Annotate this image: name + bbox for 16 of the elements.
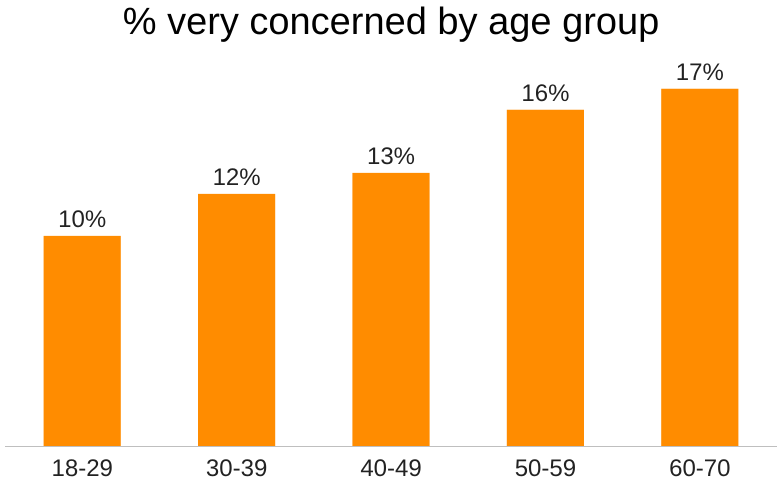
chart-title: % very concerned by age group [122, 1, 660, 44]
bar [198, 194, 276, 446]
data-label: 13% [366, 142, 416, 170]
x-tick-label: 18-29 [52, 454, 113, 482]
data-label: 17% [676, 58, 724, 86]
data-label: 12% [212, 164, 261, 191]
bar [506, 110, 584, 446]
bar [352, 172, 430, 446]
x-tick-label: 60-70 [669, 454, 730, 482]
bar [44, 236, 121, 446]
bar [661, 88, 738, 446]
x-tick-label: 40-49 [360, 454, 422, 482]
data-label: 16% [521, 80, 570, 107]
data-label: 10% [58, 206, 106, 233]
x-tick-label: 50-59 [514, 454, 576, 482]
x-tick-label: 30-39 [206, 454, 268, 482]
